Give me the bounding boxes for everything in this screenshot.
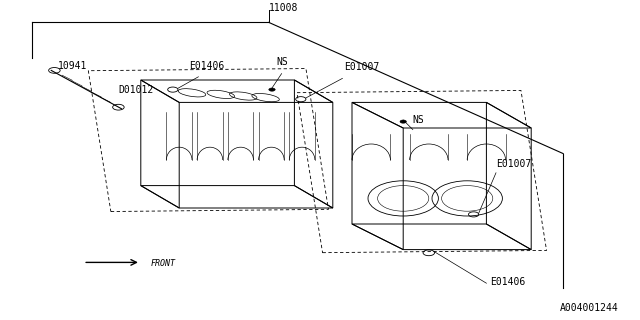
Text: E01007: E01007 (344, 62, 380, 72)
Text: NS: NS (413, 115, 424, 125)
Text: A004001244: A004001244 (560, 303, 619, 313)
Text: 10941: 10941 (58, 60, 87, 71)
Circle shape (269, 88, 275, 91)
Text: NS: NS (276, 57, 288, 68)
Text: E01406: E01406 (189, 60, 224, 71)
Text: 11008: 11008 (269, 3, 298, 13)
Text: E01007: E01007 (496, 159, 531, 169)
Text: D01012: D01012 (118, 84, 154, 95)
Text: FRONT: FRONT (150, 260, 175, 268)
Text: E01406: E01406 (490, 277, 525, 287)
Circle shape (400, 120, 406, 123)
